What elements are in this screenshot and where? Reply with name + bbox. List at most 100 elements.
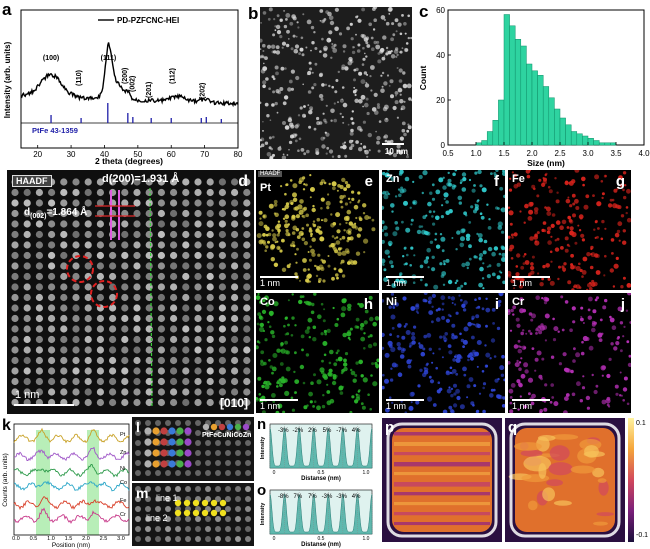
- eds-scale-bar: [260, 276, 298, 278]
- nanoparticle: [322, 53, 328, 58]
- nanoparticle: [375, 130, 377, 133]
- eds-dot: [351, 395, 355, 399]
- histogram-x-tick-label: 1.0: [470, 149, 482, 158]
- eds-dot: [492, 322, 495, 325]
- eds-dot: [388, 243, 392, 247]
- eds-dot: [552, 317, 555, 321]
- eds-dot: [352, 260, 358, 265]
- eds-dot: [448, 183, 451, 186]
- eds-dot: [363, 347, 366, 350]
- atom-column: [194, 251, 202, 260]
- legend-atom: [242, 423, 250, 431]
- atom-column: [96, 241, 104, 249]
- nanoparticle: [333, 102, 336, 105]
- panel-p-strain-map: p: [382, 418, 502, 542]
- nanoparticle: [272, 90, 276, 94]
- panel-c-size-histogram: 0.5 1.0 1.5 2.0 2.5 3.0 3.5 4.0 0 20 40 60 Size (n…: [416, 0, 650, 170]
- eds-dot: [319, 367, 325, 373]
- xrd-peak-label: (201): [146, 82, 153, 98]
- eds-dot: [316, 217, 321, 222]
- atom-column: [170, 230, 178, 239]
- panel-m-lines: line 1 line 2 m: [132, 483, 254, 546]
- eds-dot: [626, 340, 630, 344]
- eds-dot: [456, 286, 462, 290]
- eds-dot: [292, 192, 297, 198]
- eds-dot: [601, 219, 605, 224]
- strain-band: [394, 462, 490, 467]
- eds-dot: [282, 410, 286, 413]
- nanoparticle: [360, 94, 366, 100]
- atom-column: [84, 293, 92, 302]
- profile-trace: [13, 464, 130, 478]
- atom-column: [48, 304, 56, 312]
- eds-dot: [279, 383, 283, 388]
- eds-dot: [447, 279, 453, 285]
- nanoparticle: [258, 101, 262, 105]
- atom-column: [84, 304, 92, 312]
- eds-dot: [544, 383, 548, 387]
- eds-dot: [261, 309, 267, 314]
- eds-dot: [466, 396, 469, 399]
- eds-dot: [323, 329, 327, 334]
- atom-column: [205, 536, 211, 542]
- atom-column: [231, 367, 239, 375]
- eds-dot: [335, 236, 339, 239]
- nanoparticle: [380, 15, 386, 20]
- eds-dot: [405, 227, 411, 233]
- nanoparticle: [283, 9, 286, 12]
- nanoparticle: [303, 115, 306, 118]
- atom-column: [35, 367, 43, 375]
- eds-dot: [556, 191, 559, 194]
- eds-dot: [619, 394, 622, 397]
- eds-dot: [274, 212, 279, 217]
- atom-column: [72, 251, 80, 260]
- nanoparticle: [362, 120, 366, 124]
- eds-dot: [478, 282, 483, 288]
- eds-dot: [601, 399, 607, 405]
- eds-dot: [578, 262, 581, 266]
- eds-dot: [576, 381, 581, 387]
- eds-dot: [615, 392, 619, 396]
- eds-dot: [454, 354, 459, 359]
- eds-dot: [620, 349, 623, 353]
- eds-dot: [327, 372, 332, 377]
- eds-dot: [309, 174, 312, 177]
- panel-k-line-profiles: Pt Zn Ni Co Fe Cr 0.0 0.5 1.0 1.5 2.0 2.5 3.0 Posit…: [0, 416, 132, 549]
- strain-band: [394, 442, 490, 446]
- eds-dot: [256, 340, 260, 343]
- nanoparticle: [267, 17, 271, 21]
- atom-column: [155, 506, 161, 512]
- nanoparticle: [410, 36, 413, 40]
- histogram-bar: [554, 108, 561, 146]
- model-atom: [144, 460, 152, 468]
- eds-dot: [388, 396, 392, 399]
- eds-dot: [501, 230, 505, 234]
- eds-dot: [497, 225, 503, 230]
- eds-dot: [328, 368, 333, 373]
- eds-dot: [618, 239, 621, 242]
- xrd-reference-lines: [50, 103, 222, 123]
- eds-dot: [382, 332, 385, 337]
- nanoparticle: [314, 62, 318, 66]
- nanoparticle: [315, 151, 320, 155]
- profile-trace-label: Co: [120, 480, 127, 486]
- eds-dot: [355, 393, 358, 396]
- atom-column: [109, 178, 117, 186]
- nanoparticle: [386, 74, 390, 77]
- eds-dot: [510, 257, 514, 260]
- eds-dot: [544, 313, 550, 319]
- eds-dot: [590, 282, 596, 287]
- panel-label-i: i: [494, 296, 499, 313]
- eds-scale-bar: [386, 276, 424, 278]
- eds-dot: [517, 339, 521, 343]
- nanoparticle: [279, 18, 283, 22]
- atom-column: [84, 283, 92, 291]
- nanoparticle: [342, 144, 347, 150]
- histogram-bar: [486, 131, 494, 146]
- atom-column: [175, 516, 181, 522]
- eds-dot: [543, 296, 548, 302]
- nanoparticle: [322, 112, 325, 115]
- model-atom: [176, 460, 184, 468]
- atom-column: [121, 230, 129, 239]
- xrd-plot: 20 30 40 50 60 70 80 (100)(110)(111)(200) (002)…: [3, 9, 243, 166]
